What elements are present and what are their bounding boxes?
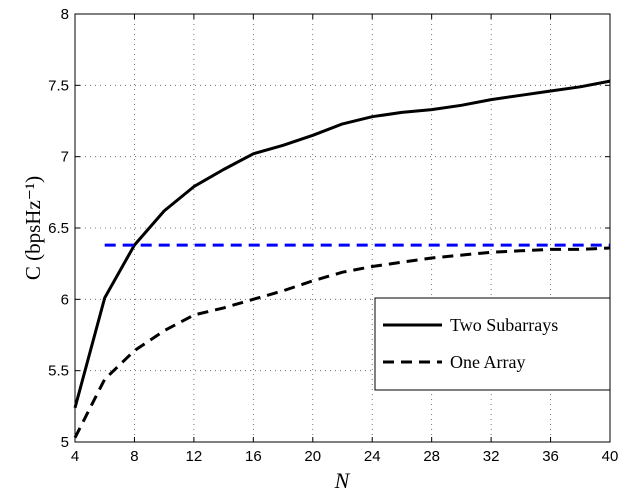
legend-label: One Array — [450, 352, 525, 372]
x-tick-label: 36 — [542, 448, 559, 465]
ticks: 4 8 12 16 20 24 28 32 36 40 5 5.5 6 6.5 7 7.5 8 — [48, 6, 618, 465]
series-line-1 — [73, 79, 611, 409]
y-tick-label: 5 — [61, 434, 69, 451]
y-tick-label: 5.5 — [48, 363, 69, 380]
y-tick-label: 6 — [61, 291, 69, 308]
x-tick-label: 4 — [71, 448, 79, 465]
y-tick-label: 6.5 — [48, 220, 69, 237]
x-tick-label: 24 — [364, 448, 381, 465]
x-tick-label: 12 — [186, 448, 203, 465]
series-layer — [73, 79, 611, 439]
x-tick-label: 20 — [304, 448, 321, 465]
y-tick-label: 7 — [61, 149, 69, 166]
legend-label: Two Subarrays — [450, 315, 558, 335]
y-tick-label: 7.5 — [48, 77, 69, 94]
x-tick-label: 16 — [245, 448, 262, 465]
legend-box — [374, 297, 611, 391]
x-tick-label: 32 — [483, 448, 500, 465]
x-tick-label: 28 — [423, 448, 440, 465]
series-line-2 — [73, 246, 611, 439]
legend: Two Subarrays One Array — [374, 297, 611, 391]
x-axis-label: N — [334, 468, 351, 493]
x-tick-label: 8 — [130, 448, 138, 465]
x-tick-label: 40 — [602, 448, 619, 465]
y-axis-label: C (bpsHz⁻¹) — [21, 176, 45, 280]
y-tick-label: 8 — [61, 6, 69, 23]
